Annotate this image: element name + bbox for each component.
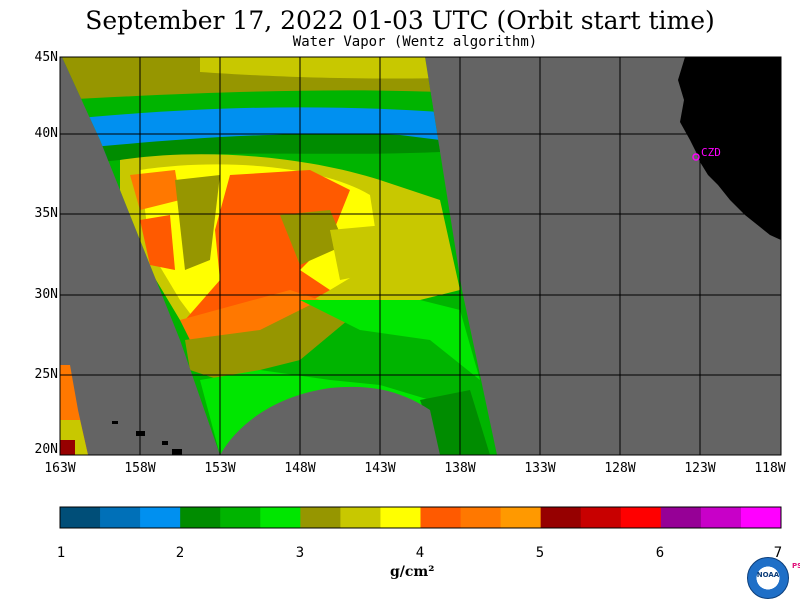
psl-logo-text: PSL <box>792 562 800 570</box>
colorbar-tick: 5 <box>535 545 545 561</box>
lon-label: 163W <box>44 461 76 476</box>
colorbar-tick: 6 <box>655 545 665 561</box>
lon-label: 133W <box>524 461 556 476</box>
lon-label: 158W <box>124 461 156 476</box>
colorbar-swatch <box>700 507 742 528</box>
colorbar-tick: 1 <box>56 545 66 561</box>
colorbar-swatch <box>460 507 502 528</box>
colorbar-swatch <box>620 507 662 528</box>
lat-label: 45N <box>34 50 58 65</box>
colorbar-tick: 4 <box>415 545 425 561</box>
grid-lines <box>60 57 781 455</box>
lon-label: 128W <box>604 461 636 476</box>
north-america-land <box>678 57 781 240</box>
colorbar-units: g/cm² <box>390 564 435 580</box>
colorbar-tick: 2 <box>175 545 185 561</box>
lon-label: 138W <box>444 461 476 476</box>
colorbar-swatch <box>340 507 381 528</box>
colorbar-tick: 7 <box>773 545 783 561</box>
noaa-logo-icon: NOAA <box>747 557 789 599</box>
colorbar-swatch <box>540 507 582 528</box>
colorbar-swatch <box>740 507 782 528</box>
lat-label: 40N <box>34 126 58 141</box>
map-subtitle: Water Vapor (Wentz algorithm) <box>292 34 538 50</box>
lon-label: 153W <box>204 461 236 476</box>
lat-label: 25N <box>34 367 58 382</box>
lon-label: 118W <box>754 461 786 476</box>
lon-label: 148W <box>284 461 316 476</box>
lat-label: 20N <box>34 442 58 457</box>
colorbar-swatch <box>180 507 221 528</box>
map-title: September 17, 2022 01-03 UTC (Orbit star… <box>85 6 715 35</box>
lon-label: 143W <box>364 461 396 476</box>
colorbar-swatch <box>60 507 101 528</box>
colorbar-swatch <box>660 507 702 528</box>
colorbar-swatch <box>260 507 301 528</box>
lat-label: 35N <box>34 206 58 221</box>
colorbar-swatch <box>100 507 141 528</box>
colorbar-frame <box>59 506 782 529</box>
colorbar-tick: 3 <box>295 545 305 561</box>
map-frame <box>59 56 782 456</box>
colorbar-swatch <box>300 507 341 528</box>
colorbar-swatch <box>380 507 421 528</box>
colorbar-swatch <box>140 507 181 528</box>
colorbar <box>60 507 782 528</box>
lat-label: 30N <box>34 287 58 302</box>
colorbar-swatch <box>420 507 462 528</box>
station-marker <box>692 153 700 161</box>
colorbar-swatch <box>580 507 622 528</box>
station-label: CZD <box>701 146 721 159</box>
lon-label: 123W <box>684 461 716 476</box>
colorbar-swatch <box>220 507 261 528</box>
colorbar-swatch <box>500 507 542 528</box>
